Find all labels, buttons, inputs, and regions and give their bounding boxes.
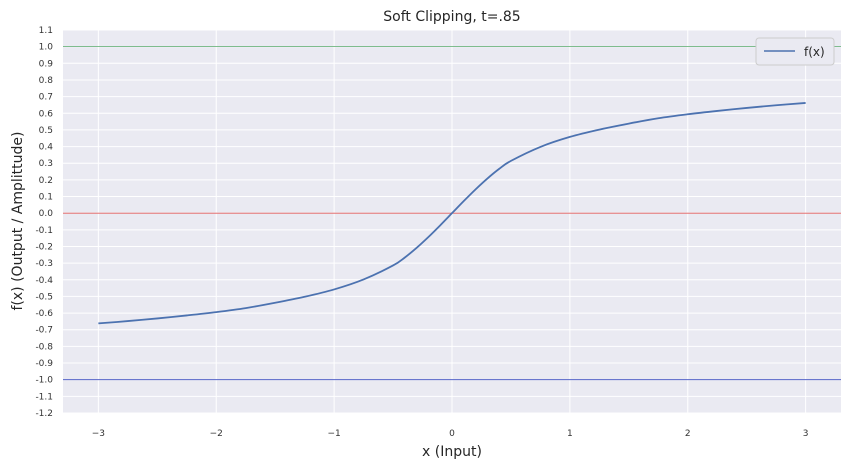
y-tick-label: -0.2 (35, 242, 53, 252)
y-tick-label: -0.8 (35, 342, 53, 352)
y-tick-label: -0.6 (35, 309, 53, 319)
y-tick-label: -0.5 (35, 292, 53, 302)
y-tick-label: -1.0 (35, 376, 53, 386)
legend: f(x) (755, 37, 835, 66)
y-tick-label: 0.8 (39, 76, 54, 86)
series-line-fx (98, 102, 806, 325)
y-tick-label: 0.1 (39, 193, 53, 203)
x-axis-label: x (Input) (422, 444, 482, 460)
y-tick-label: -1.2 (35, 409, 53, 419)
y-tick-labels: -1.2 -1.1 -1.0 -0.9 -0.8 -0.7 -0.6 -0.5 -0.4 -0.3… (35, 26, 53, 419)
x-tick-label: −1 (327, 429, 340, 439)
x-tick-label: 1 (567, 429, 573, 439)
y-tick-label: 0.2 (39, 176, 53, 186)
y-tick-label: -0.3 (35, 259, 53, 269)
x-tick-label: −3 (92, 429, 105, 439)
x-tick-label: 0 (449, 429, 455, 439)
y-tick-label: -0.4 (35, 276, 53, 286)
x-tick-label: 2 (685, 429, 691, 439)
y-tick-label: -0.7 (35, 326, 53, 336)
y-tick-label: 0.3 (39, 159, 53, 169)
y-tick-label: 0.7 (39, 93, 53, 103)
y-tick-label: 1.1 (39, 26, 53, 36)
y-tick-label: -1.1 (35, 392, 53, 402)
y-tick-label: 1.0 (39, 43, 54, 53)
y-tick-label: -0.1 (35, 226, 53, 236)
series-group (98, 102, 806, 325)
x-tick-labels: −3 −2 −1 0 1 2 3 (92, 429, 809, 439)
y-tick-label: 0.5 (39, 126, 53, 136)
legend-label: f(x) (804, 45, 825, 59)
y-axis-label: f(x) (Output / Amplittude) (10, 132, 26, 311)
chart-title: Soft Clipping, t=.85 (383, 9, 520, 25)
y-tick-label: 0.4 (39, 143, 54, 153)
y-tick-label: 0.6 (39, 109, 54, 119)
x-tick-label: 3 (803, 429, 809, 439)
y-tick-label: -0.9 (35, 359, 53, 369)
x-tick-label: −2 (210, 429, 223, 439)
y-tick-label: 0.0 (39, 209, 54, 219)
y-tick-label: 0.9 (39, 59, 54, 69)
